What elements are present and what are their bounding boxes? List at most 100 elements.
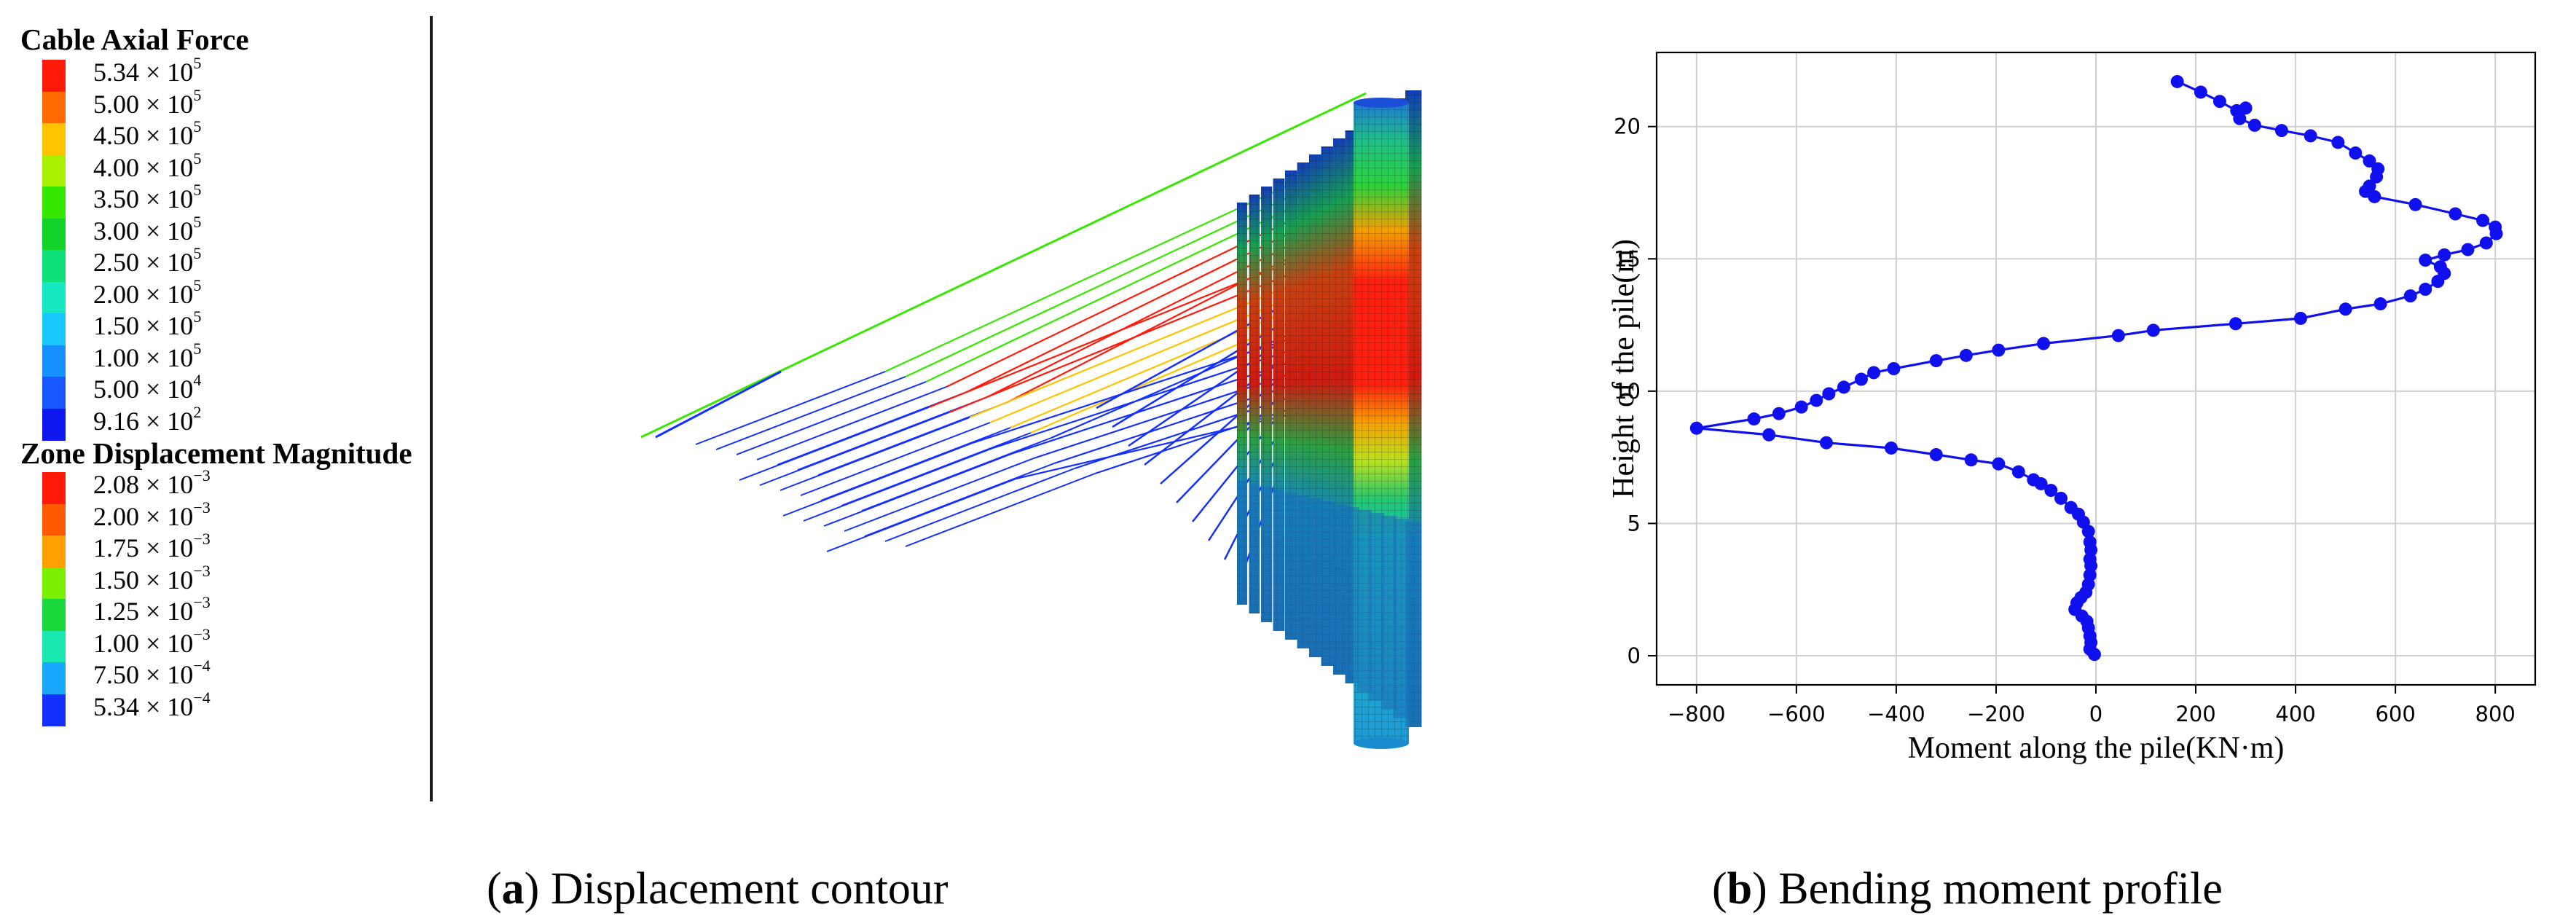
y-axis-label: Height of the pile(m) [1607,239,1641,498]
cable-legend-label-base: 1.00 × 10 [93,342,194,372]
displacement-contour-figure [437,0,1515,801]
data-point [2373,297,2387,311]
data-point [2111,329,2125,342]
data-point [1810,393,1823,407]
cable-legend-label-exponent: 5 [193,85,202,104]
zone-legend-label-exponent: −3 [193,498,211,517]
data-point [1794,400,1808,414]
data-point [2461,243,2475,256]
zone-legend-label-exponent: −4 [193,688,211,707]
zone-legend-label-exponent: −3 [193,466,211,484]
cable-legend-label-base: 9.16 × 10 [93,406,194,436]
cable-legend-label-exponent: 5 [193,149,202,168]
zone-legend-label-base: 1.25 × 10 [93,597,194,626]
data-point [2054,491,2068,505]
data-point [2479,236,2493,250]
cable-legend-label: 5.34 × 105 [93,54,202,87]
cable-legend-label: 1.00 × 105 [93,340,201,373]
pile-columns [1237,90,1422,749]
data-point [2170,74,2184,88]
chart-grid [1657,52,2535,685]
data-point [1885,441,1898,455]
data-point [1762,428,1776,442]
x-tick-label: 200 [2175,702,2215,726]
data-point [2081,525,2095,538]
cable-legend-label-exponent: 2 [193,402,202,421]
cable-legend-swatch [42,281,66,314]
cable-legend-swatch [42,250,66,282]
caption-b-text: Bending moment profile [1767,864,2223,914]
caption-b: (b) Bending moment profile [1712,864,2223,914]
cable-legend-label: 4.00 × 105 [93,149,202,183]
cable-legend-swatch [42,313,66,345]
data-point [2331,136,2345,149]
zone-legend-swatch [42,694,66,726]
zone-legend-swatch [42,503,66,536]
cable-legend-label: 1.50 × 105 [93,307,202,341]
panel-divider [430,16,433,801]
data-point [1854,372,1868,386]
data-point [2419,283,2432,297]
cable-legend-label-base: 2.50 × 10 [93,248,194,277]
y-tick-label: 20 [1614,114,1641,139]
data-point [1992,457,2006,471]
data-point [1819,436,1833,450]
data-point [1929,354,1943,368]
data-point [1964,453,1978,467]
zone-legend-label-exponent: −3 [193,561,211,580]
cable-legend-label-base: 5.00 × 10 [93,374,194,404]
data-point [1689,421,1703,435]
data-point [2370,170,2384,184]
x-tick-label: −400 [1867,702,1925,726]
zone-legend-swatch [42,472,66,504]
cable-legend-label-base: 1.50 × 10 [93,311,194,340]
data-point [1959,348,1973,362]
zone-legend-label-base: 7.50 × 10 [93,660,194,689]
cable-legend-label: 3.00 × 105 [93,213,201,246]
cable-legend-label: 5.00 × 104 [93,371,202,404]
y-tick-label: 5 [1627,511,1641,536]
caption-a: (a) Displacement contour [487,864,949,914]
cable-legend-label-exponent: 5 [193,117,202,136]
zone-legend-swatch [42,567,66,600]
data-point [1747,412,1761,426]
zone-legend-label: 1.25 × 10−3 [93,593,211,627]
cable-legend-label-exponent: 5 [193,307,202,326]
data-point [2403,289,2417,303]
data-point [2438,248,2451,262]
zone-legend-swatch [42,662,66,694]
cable-legend-label: 9.16 × 102 [93,402,202,436]
data-point [1992,343,2006,357]
data-point [2044,484,2058,498]
zone-legend-label-exponent: −3 [193,624,211,643]
data-point [2233,111,2247,125]
cable-legend-label: 2.00 × 105 [93,276,201,310]
data-point [1867,366,1881,380]
data-point [2408,197,2422,211]
bending-moment-chart: −800 −600 −400 −200 0 200 400 600 800 0 5 10 15 20 Mom… [1603,0,2576,809]
zone-legend-swatch [42,599,66,631]
x-tick-label: 800 [2475,702,2516,726]
cable-legend-label-exponent: 4 [193,371,202,389]
zone-legend-swatch [42,536,66,568]
data-point [1772,407,1786,420]
y-tick-label: 15 [1614,246,1641,271]
zone-legend-label: 7.50 × 10−4 [93,656,211,690]
data-point [2034,476,2048,490]
x-axis-label: Moment along the pile(KN·m) [1908,731,2285,765]
cable-legend-label: 3.50 × 105 [93,181,201,214]
data-point [1822,387,1836,401]
data-point [1837,380,1850,394]
cable-legend-label: 5.00 × 105 [93,85,202,119]
zone-legend-label-exponent: −3 [193,530,211,548]
cable-legend-label-exponent: 5 [193,54,202,72]
caption-a-text: Displacement contour [539,864,949,914]
data-point [2274,124,2288,138]
x-tick-label: 600 [2375,702,2415,726]
zone-legend-label-base: 2.08 × 10 [93,470,194,499]
x-tick-label: 0 [2089,702,2102,726]
data-point [2339,302,2352,316]
cable-legend-label-exponent: 5 [193,244,202,262]
zone-legend-label-exponent: −3 [193,593,211,611]
zone-legend-label-base: 1.00 × 10 [93,628,194,658]
